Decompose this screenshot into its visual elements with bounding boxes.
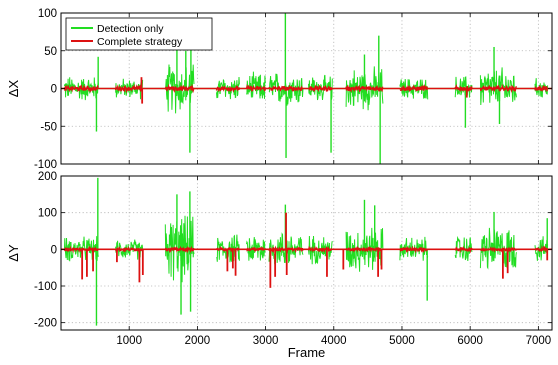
dy-ticks: 1000 2000 3000 4000 5000 6000 7000 -200 -100 0 100… bbox=[34, 171, 552, 347]
y-tick-label: -50 bbox=[40, 121, 57, 133]
series-segment bbox=[399, 84, 428, 92]
series-segment bbox=[114, 83, 143, 94]
series-segment bbox=[307, 245, 333, 253]
series-segment bbox=[479, 67, 517, 106]
x-tick-label: 6000 bbox=[457, 335, 483, 347]
series-segment bbox=[534, 245, 549, 253]
y-tick-label: 100 bbox=[38, 8, 57, 20]
series-segment bbox=[63, 84, 99, 93]
dx-panel: -100 -50 0 50 100 ΔX Detection only Complete… bbox=[6, 8, 553, 171]
y-tick-label: -200 bbox=[34, 318, 57, 330]
series-segment bbox=[534, 78, 549, 98]
series-segment bbox=[308, 84, 333, 93]
series-segment bbox=[215, 85, 241, 93]
dx-ticks: -100 -50 0 50 100 bbox=[34, 8, 552, 171]
x-tick-label: 2000 bbox=[185, 335, 211, 347]
series-segment bbox=[245, 83, 267, 92]
series-segment bbox=[479, 246, 518, 253]
dy-grid bbox=[61, 176, 552, 330]
legend-label-complete-strategy: Complete strategy bbox=[97, 36, 183, 48]
y-tick-label: -100 bbox=[34, 281, 57, 293]
series-segment bbox=[534, 236, 549, 261]
series-segment bbox=[454, 246, 473, 254]
series-segment bbox=[454, 83, 473, 92]
x-axis-label: Frame bbox=[288, 345, 326, 360]
series-detection-only bbox=[61, 177, 552, 326]
series-segment bbox=[215, 246, 240, 253]
series-segment bbox=[64, 245, 99, 254]
legend: Detection only Complete strategy bbox=[65, 17, 213, 51]
y-tick-label: 200 bbox=[38, 171, 57, 183]
dy-axes-frame bbox=[60, 175, 553, 331]
dy-y-axis-label: ΔY bbox=[6, 244, 21, 262]
series-complete-strategy bbox=[61, 77, 552, 104]
dy-panel: 1000 2000 3000 4000 5000 6000 7000 -200 -100 0 100… bbox=[6, 171, 553, 360]
series-segment bbox=[345, 66, 384, 111]
legend-label-detection-only: Detection only bbox=[97, 23, 164, 35]
series-segment bbox=[399, 78, 429, 100]
series-segment bbox=[164, 83, 195, 94]
series-complete-strategy bbox=[61, 212, 552, 288]
series-segment bbox=[534, 84, 549, 93]
series-segment bbox=[479, 83, 518, 94]
series-segment bbox=[164, 245, 195, 254]
y-tick-label: 50 bbox=[44, 46, 57, 58]
series-segment bbox=[114, 245, 144, 253]
y-tick-label: -100 bbox=[34, 159, 57, 171]
legend-box bbox=[65, 17, 213, 51]
x-tick-label: 7000 bbox=[526, 335, 552, 347]
x-tick-label: 4000 bbox=[321, 335, 347, 347]
series-segment bbox=[345, 245, 383, 253]
x-tick-label: 1000 bbox=[116, 335, 142, 347]
series-segment bbox=[399, 245, 429, 254]
y-tick-label: 0 bbox=[51, 84, 57, 96]
dy-plot-area bbox=[61, 177, 552, 326]
series-segment bbox=[345, 84, 384, 93]
dx-plot-area bbox=[61, 13, 552, 164]
y-tick-label: 100 bbox=[38, 208, 57, 220]
dx-y-axis-label: ΔX bbox=[6, 79, 21, 97]
x-tick-label: 5000 bbox=[389, 335, 415, 347]
series-segment bbox=[246, 71, 266, 99]
series-segment bbox=[245, 246, 267, 252]
series-segment bbox=[268, 84, 304, 92]
y-tick-label: 0 bbox=[51, 244, 57, 256]
series-segment bbox=[479, 227, 517, 270]
x-tick-label: 3000 bbox=[253, 335, 279, 347]
series-segment bbox=[308, 74, 333, 101]
